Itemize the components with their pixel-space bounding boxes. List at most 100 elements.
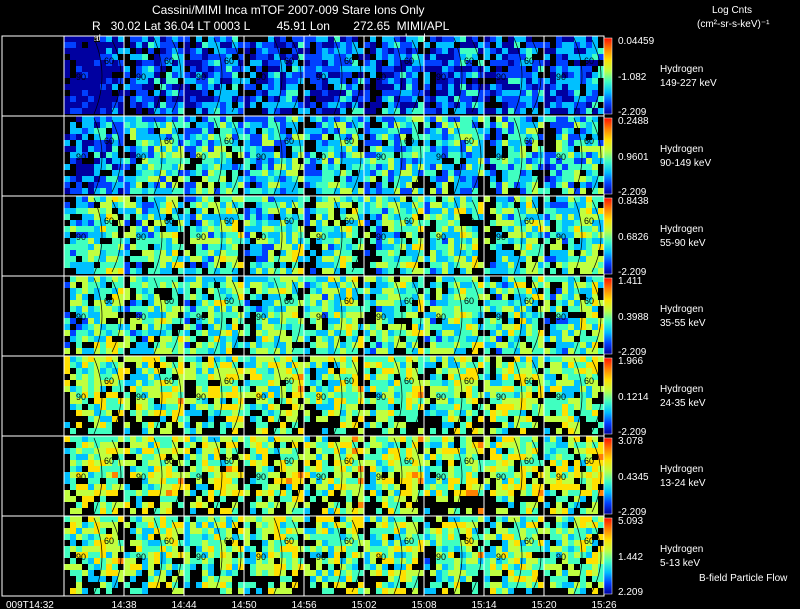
pixel	[382, 96, 388, 102]
pixel	[424, 146, 430, 152]
pixel	[502, 202, 508, 208]
pixel	[172, 36, 178, 42]
pixel	[130, 208, 136, 214]
pixel	[460, 282, 466, 288]
pixel	[190, 196, 196, 202]
pixel	[418, 362, 424, 368]
pixel	[508, 380, 514, 386]
pixel	[160, 170, 166, 176]
pixel	[334, 428, 340, 434]
pixel	[514, 312, 520, 318]
pixel	[574, 276, 580, 282]
pixel	[418, 220, 424, 226]
pixel	[208, 72, 214, 78]
pixel	[136, 42, 142, 48]
pixel	[538, 116, 544, 122]
pixel	[202, 368, 208, 374]
pixel	[478, 164, 484, 170]
pixel	[544, 256, 550, 262]
pixel	[136, 152, 142, 158]
pixel	[76, 342, 82, 348]
pixel	[478, 128, 484, 134]
contour-line	[531, 199, 542, 273]
pixel	[154, 208, 160, 214]
pixel	[136, 90, 142, 96]
pixel	[184, 324, 190, 330]
pixel	[382, 368, 388, 374]
pixel	[358, 96, 364, 102]
pixel	[334, 164, 340, 170]
pixel	[280, 398, 286, 404]
pixel	[454, 250, 460, 256]
pixel	[76, 196, 82, 202]
pixel	[598, 336, 604, 342]
pixel	[424, 202, 430, 208]
pixel	[226, 214, 232, 220]
pixel	[250, 368, 256, 374]
pixel	[424, 300, 430, 306]
pixel	[586, 318, 592, 324]
pixel	[226, 90, 232, 96]
pixel	[580, 54, 586, 60]
pixel	[106, 336, 112, 342]
pixel	[256, 220, 262, 226]
pixel	[532, 232, 538, 238]
pixel	[442, 312, 448, 318]
pixel	[400, 158, 406, 164]
pixel	[370, 170, 376, 176]
pixel	[256, 256, 262, 262]
pixel	[148, 116, 154, 122]
pixel	[232, 330, 238, 336]
pixel	[238, 214, 244, 220]
pixel	[508, 158, 514, 164]
pixel	[496, 134, 502, 140]
pixel	[496, 410, 502, 416]
pixel	[178, 188, 184, 194]
pixel	[202, 294, 208, 300]
pixel	[514, 306, 520, 312]
pixel	[202, 122, 208, 128]
pixel	[70, 306, 76, 312]
pixel	[448, 128, 454, 134]
pixel	[562, 188, 568, 194]
pixel	[82, 116, 88, 122]
pixel	[586, 342, 592, 348]
pixel	[436, 300, 442, 306]
pixel	[286, 96, 292, 102]
pixel	[124, 176, 130, 182]
pixel	[298, 362, 304, 368]
pixel	[442, 300, 448, 306]
pixel	[424, 134, 430, 140]
pixel	[304, 96, 310, 102]
pixel	[118, 128, 124, 134]
pixel	[256, 288, 262, 294]
pixel	[280, 66, 286, 72]
pixel	[562, 36, 568, 42]
pixel	[424, 196, 430, 202]
pixel	[514, 330, 520, 336]
pixel	[226, 336, 232, 342]
pixel	[514, 356, 520, 362]
pixel	[538, 356, 544, 362]
pixel	[394, 294, 400, 300]
pixel	[364, 306, 370, 312]
pixel	[388, 300, 394, 306]
pixel	[340, 282, 346, 288]
pixel	[502, 404, 508, 410]
pixel	[190, 226, 196, 232]
pixel	[232, 416, 238, 422]
pixel	[160, 78, 166, 84]
pixel	[322, 42, 328, 48]
pixel	[244, 392, 250, 398]
pixel	[406, 380, 412, 386]
pixel	[460, 48, 466, 54]
pixel	[358, 90, 364, 96]
pixel	[316, 312, 322, 318]
pixel	[460, 122, 466, 128]
pixel	[76, 134, 82, 140]
pixel	[274, 226, 280, 232]
pixel	[364, 324, 370, 330]
pixel	[136, 330, 142, 336]
pixel	[106, 202, 112, 208]
